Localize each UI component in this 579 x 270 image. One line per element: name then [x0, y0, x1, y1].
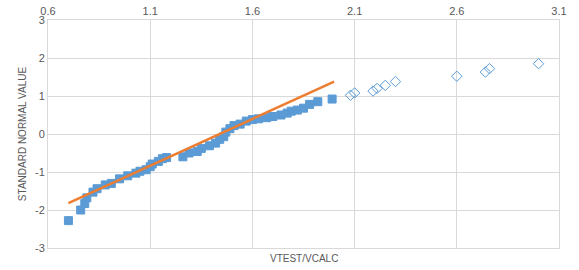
svg-text:STANDARD NORMAL VALUE: STANDARD NORMAL VALUE [17, 67, 28, 202]
svg-text:3.1: 3.1 [551, 5, 566, 17]
svg-text:1: 1 [39, 90, 45, 102]
svg-text:2.6: 2.6 [449, 5, 464, 17]
svg-text:2.1: 2.1 [347, 5, 362, 17]
svg-text:0.6: 0.6 [40, 5, 55, 17]
svg-text:VTEST/VCALC: VTEST/VCALC [270, 253, 338, 264]
svg-text:3: 3 [39, 14, 45, 26]
svg-text:1.1: 1.1 [143, 5, 158, 17]
svg-text:-1: -1 [35, 166, 45, 178]
svg-text:2: 2 [39, 52, 45, 64]
svg-text:0: 0 [39, 128, 45, 140]
svg-text:-3: -3 [35, 242, 45, 254]
svg-text:1.6: 1.6 [245, 5, 260, 17]
svg-text:-2: -2 [35, 204, 45, 216]
